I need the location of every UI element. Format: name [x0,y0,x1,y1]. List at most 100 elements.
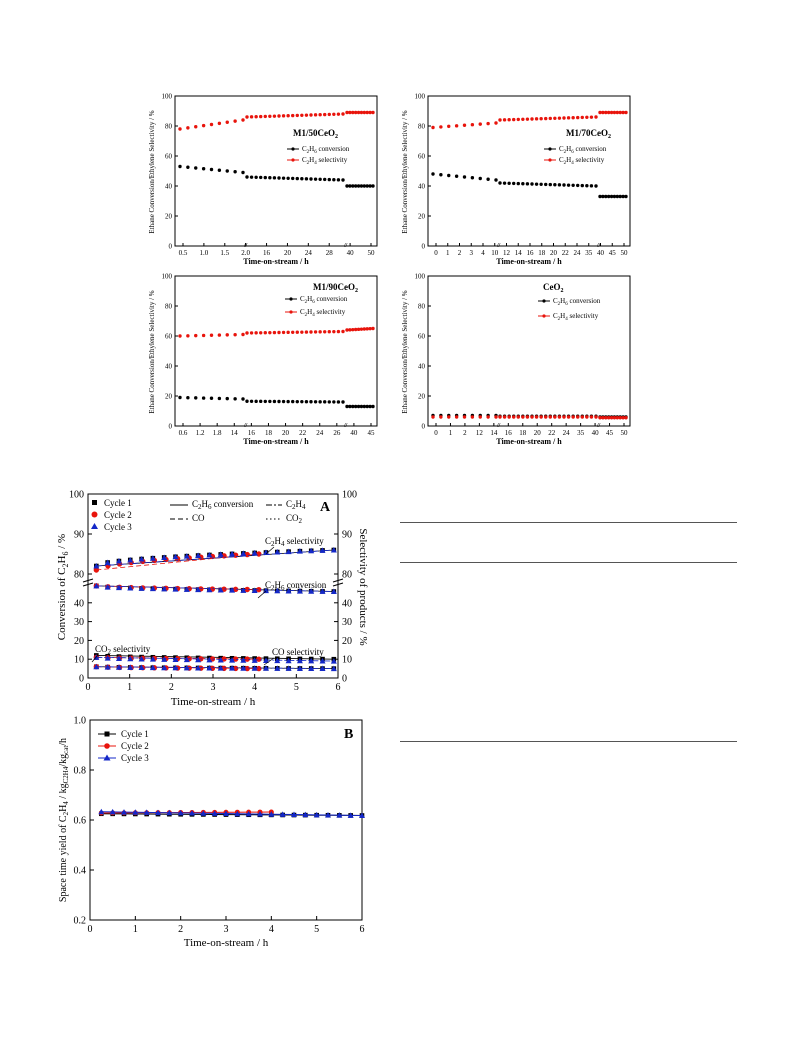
data-point-selectivity [313,330,318,334]
data-point-selectivity [186,126,190,130]
data-point-selectivity [300,330,304,334]
data-point-selectivity [512,117,516,122]
data-point-co [183,664,190,671]
axis-break-mark: // [344,243,348,249]
y-tick-label: 20 [165,393,173,401]
data-point-selectivity [539,415,543,419]
data-point-conversion [365,184,369,188]
data-point-selectivity [194,333,198,338]
svg-text:Cycle 3: Cycle 3 [121,753,149,763]
data-points: //////// [178,110,375,249]
svg-text:Cycle 3: Cycle 3 [104,522,132,532]
x-tick-label: 3 [211,682,216,693]
x-tick-label: 12 [503,249,511,257]
data-point-selectivity [609,110,614,115]
y-tick-label: 40 [418,363,426,371]
data-point-co2 [217,657,224,663]
data-point-selectivity [601,110,605,115]
y-tick-label-right: 20 [342,636,352,647]
data-point-co2 [115,655,122,661]
data-point-co [240,665,247,671]
data-point-selectivity [365,327,369,331]
data-point-conversion [359,404,364,409]
data-point-conversion [521,182,525,186]
table-rule-top [400,522,737,523]
chart-space-time-yield-b: B Space time yield of C2H4 / kgC2H4/kgca… [58,716,365,949]
data-point-c2h6 [251,587,258,593]
data-point-selectivity [439,125,443,129]
x-tick-label: 0.5 [179,249,188,257]
x-tick-label: 3 [224,924,229,935]
data-point-conversion [548,182,552,187]
data-point-conversion [576,183,580,188]
data-point-conversion [225,396,229,401]
data-point-selectivity [534,415,539,419]
data-point-co2 [296,657,303,664]
data-point-selectivity [368,110,372,115]
data-point-conversion [601,194,605,199]
data-point-c2h4 [274,549,281,555]
y-tick-label: 0.2 [74,916,87,927]
x-tick-label: 1.0 [200,249,209,257]
data-point-conversion [272,399,277,404]
data-point-conversion [254,399,258,404]
data-point-co2 [251,657,258,663]
data-point-selectivity [241,118,245,122]
data-point-selectivity [525,415,530,419]
data-point-selectivity [525,117,530,121]
data-point [143,809,150,815]
x-tick-label: 5 [314,924,319,935]
plot-frame [427,275,631,427]
x-tick-label: 16 [505,429,513,437]
data-point [109,808,116,815]
x-tick-label: 50 [621,429,629,437]
data-point-conversion [295,399,299,404]
x-tick-label: 1.5 [220,249,229,257]
x-tick-label: 40 [592,429,600,437]
data-point-c2h6 [206,586,213,593]
data-point-selectivity [502,118,507,122]
data-point-conversion [439,173,443,177]
axis-break-mark: // [597,243,601,249]
data-point-c2h6 [308,588,315,594]
x-tick-label: 2 [463,429,467,437]
data-point-selectivity [580,415,584,419]
y-tick-label-right: 30 [342,617,352,628]
axis-break-mark: // [344,243,348,249]
data-point-conversion [281,399,286,404]
data-point-selectivity [304,113,309,117]
y-tick-label: 0 [422,243,426,251]
svg-text:Cycle 2: Cycle 2 [104,510,132,520]
data-point [302,811,309,818]
data-point-conversion [507,181,511,185]
data-point-conversion [345,184,349,188]
data-point-selectivity [201,333,206,338]
data-point-selectivity [454,124,459,128]
data-point [223,810,229,817]
data-point-co2 [244,656,250,662]
data-point-co2 [221,656,227,662]
svg-text:Ethane Conversion/Ethylene Sel: Ethane Conversion/Ethylene Selectivity /… [401,290,409,413]
data-point-c2h4 [296,548,303,554]
y-tick-label: 80 [418,123,426,131]
x-tick-label: 22 [548,429,556,437]
data-point-conversion [580,183,584,188]
data-point-selectivity [576,115,580,120]
data-point-selectivity [263,331,267,335]
data-point-conversion [291,399,295,404]
y-tick-label: 60 [418,333,426,341]
data-point-conversion [277,399,281,404]
y-tick-label: 100 [415,93,426,101]
x-tick-label: 16 [248,429,256,437]
data-point-conversion [277,176,281,180]
data-point [211,810,218,816]
x-tick-label: 24 [316,429,324,437]
data-point-selectivity [486,121,490,126]
svg-text:CO: CO [192,513,205,523]
svg-text:CO2: CO2 [286,513,303,525]
data-point-selectivity [566,415,571,419]
data-point-conversion [470,176,475,180]
data-point [336,812,343,818]
axis-break-mark: // [344,423,348,429]
annotation-label: CeO2 [543,282,564,294]
